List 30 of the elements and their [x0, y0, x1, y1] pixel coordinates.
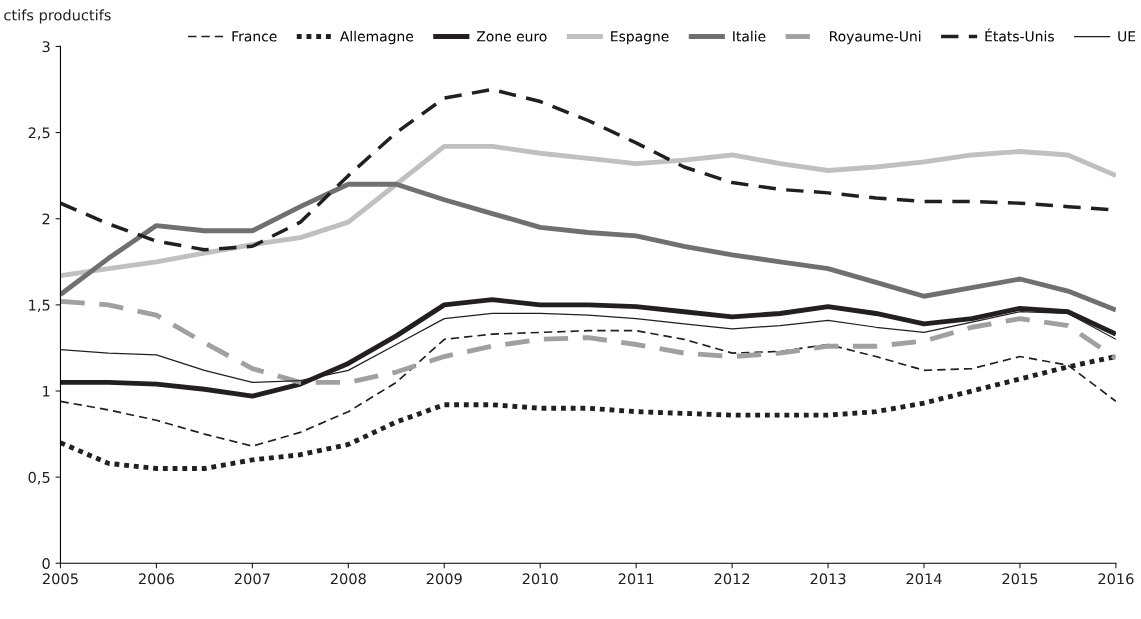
legend-label: Allemagne — [339, 30, 414, 45]
y-tick-label: 0 — [42, 558, 50, 570]
legend-label: Espagne — [611, 31, 669, 45]
x-tick-label: 2012 — [714, 573, 750, 585]
legend-label: Zone euro — [476, 31, 547, 42]
line-series — [60, 143, 1116, 278]
y-tick-label: 0,5 — [28, 471, 50, 485]
x-tick-label: 2005 — [42, 573, 78, 585]
x-tick-label: 2009 — [426, 573, 462, 585]
y-tick-label: 3 — [42, 41, 50, 53]
line-series — [60, 181, 1116, 313]
x-tick-label: 2016 — [1098, 573, 1134, 585]
x-tick-label: 2011 — [618, 573, 654, 585]
y-tick-label: 2 — [42, 213, 50, 225]
x-tick-label: 2014 — [906, 573, 942, 585]
y-tick-label: 1 — [43, 385, 50, 397]
x-tick-label: 2015 — [1002, 573, 1038, 585]
x-tick-label: 2007 — [234, 573, 270, 585]
y-axis-title: ctifs productifs — [4, 9, 111, 24]
x-tick-label: 2006 — [138, 573, 175, 585]
x-tick-label: 2008 — [330, 573, 366, 585]
y-tick-label: 2,5 — [28, 127, 50, 140]
y-tick-label: 1,5 — [29, 299, 50, 313]
legend-label: Italie — [733, 30, 766, 42]
legend-label: UE — [1118, 31, 1136, 42]
x-tick-label: 2010 — [522, 573, 558, 585]
legend-label: France — [232, 31, 277, 42]
legend-label: États-Unis — [985, 28, 1054, 42]
x-tick-label: 2013 — [810, 573, 846, 585]
legend-label: Royaume-Uni — [830, 30, 921, 45]
